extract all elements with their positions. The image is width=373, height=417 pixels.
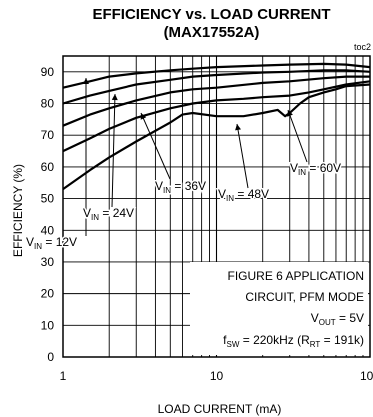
annotation-line-4: fSW = 220kHz (RRT = 191k) xyxy=(223,333,364,349)
x-axis-label: LOAD CURRENT (mA) xyxy=(158,402,282,416)
y-tick-label: 70 xyxy=(41,128,55,142)
series-label-3: VIN = 48V xyxy=(218,187,269,203)
annotation-text: FIGURE 6 APPLICATION CIRCUIT, PFM MODE VOU… xyxy=(223,269,364,349)
chart-tag: toc2 xyxy=(353,42,371,52)
leader-arrow-2 xyxy=(140,113,147,120)
series-label-4: VIN = 60V xyxy=(290,161,341,177)
leader-arrow-0 xyxy=(83,78,89,84)
label-leaders xyxy=(83,78,308,236)
annotation-line-3: VOUT = 5V xyxy=(311,311,364,327)
y-tick-label: 30 xyxy=(41,255,55,269)
tick-labels: 0 10 20 30 40 50 60 70 80 90 1 10 100 LOAD CURRENT (m… xyxy=(11,65,373,416)
y-tick-label: 20 xyxy=(41,287,55,301)
y-tick-label: 90 xyxy=(41,65,55,79)
leader-line-3 xyxy=(236,123,249,189)
y-tick-label: 80 xyxy=(41,97,55,111)
series-label-1: VIN = 24V xyxy=(83,206,134,222)
x-tick-label: 1 xyxy=(60,369,67,383)
series-labels: VIN = 12V VIN = 24V VIN = 36V VIN = 48V VIN … xyxy=(25,160,343,253)
y-tick-label: 40 xyxy=(41,223,55,237)
leader-line-2 xyxy=(140,112,171,180)
y-tick-label: 10 xyxy=(41,318,55,332)
chart-subtitle: (MAX17552A) xyxy=(163,24,260,41)
series-label-2: VIN = 36V xyxy=(155,179,206,195)
y-axis-label: EFFICIENCY (%) xyxy=(11,164,25,257)
y-tick-label: 0 xyxy=(47,350,54,364)
y-tick-label: 60 xyxy=(41,160,55,174)
chart-title: EFFICIENCY vs. LOAD CURRENT xyxy=(92,6,331,23)
x-tick-label: 100 xyxy=(360,369,373,383)
series-line-1 xyxy=(62,69,371,105)
x-tick-label: 10 xyxy=(210,369,224,383)
y-tick-label: 50 xyxy=(41,192,55,206)
leader-line-1 xyxy=(111,93,116,208)
leader-arrow-1 xyxy=(111,94,118,101)
leader-arrow-3 xyxy=(235,124,241,131)
axes xyxy=(62,55,371,358)
annotation-box xyxy=(190,262,368,355)
annotation-line-2: CIRCUIT, PFM MODE xyxy=(245,290,364,304)
series-label-0: VIN = 12V xyxy=(26,235,77,251)
plot-frame xyxy=(62,55,371,358)
annotation-background xyxy=(190,262,368,355)
leader-line-4 xyxy=(287,109,308,163)
leader-arrow-4 xyxy=(287,110,293,117)
annotation-line-1: FIGURE 6 APPLICATION xyxy=(228,269,364,283)
series-line-2 xyxy=(62,75,370,127)
series-line-0 xyxy=(62,62,371,89)
series-line-4 xyxy=(62,83,371,190)
